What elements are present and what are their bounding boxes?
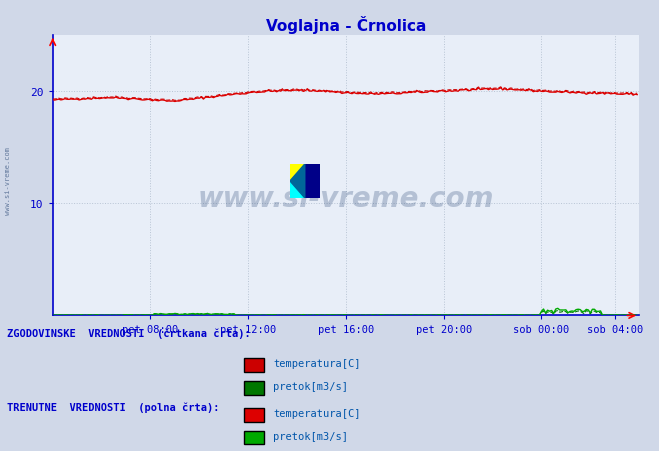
Text: TRENUTNE  VREDNOSTI  (polna črta):: TRENUTNE VREDNOSTI (polna črta): <box>7 402 219 412</box>
Polygon shape <box>304 165 320 198</box>
Text: temperatura[C]: temperatura[C] <box>273 359 361 368</box>
Text: pretok[m3/s]: pretok[m3/s] <box>273 431 349 441</box>
Polygon shape <box>290 165 304 181</box>
Text: www.si-vreme.com: www.si-vreme.com <box>198 184 494 212</box>
Text: www.si-vreme.com: www.si-vreme.com <box>5 147 11 214</box>
Text: temperatura[C]: temperatura[C] <box>273 408 361 418</box>
Title: Voglajna - Črnolica: Voglajna - Črnolica <box>266 16 426 33</box>
Polygon shape <box>290 165 304 198</box>
Text: ZGODOVINSKE  VREDNOSTI  (črtkana črta):: ZGODOVINSKE VREDNOSTI (črtkana črta): <box>7 327 250 338</box>
Text: pretok[m3/s]: pretok[m3/s] <box>273 381 349 391</box>
Polygon shape <box>304 165 320 198</box>
Polygon shape <box>290 181 304 198</box>
